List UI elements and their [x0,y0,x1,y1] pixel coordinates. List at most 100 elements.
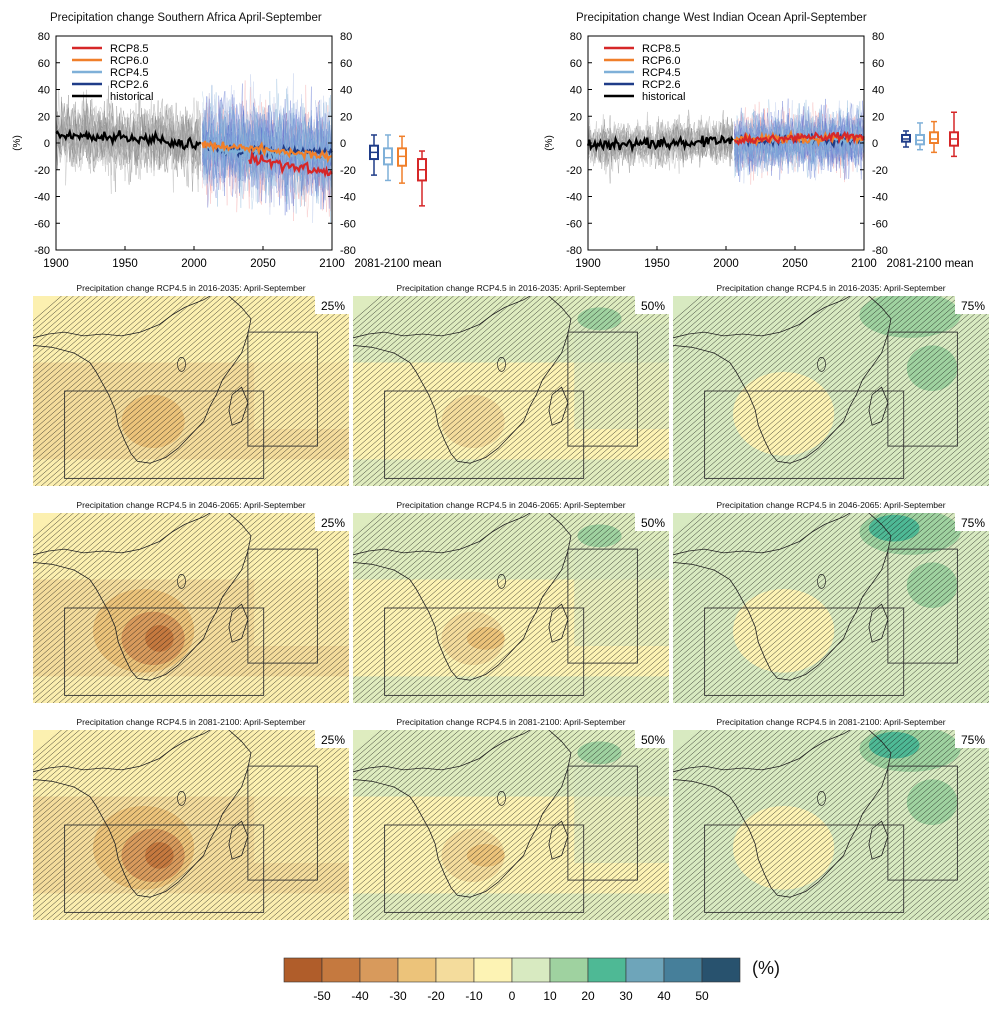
hatch-line [836,783,994,921]
legend-label: historical [110,91,153,103]
hatch-line [824,555,994,704]
map-ocean-band [574,541,669,646]
hatch-line [944,877,994,921]
percentile-label: 75% [961,516,985,530]
hatch-line [0,729,152,863]
map-title: Precipitation change RCP4.5 in 2081-2100… [716,717,946,727]
y-tick-label-right: 60 [340,58,352,70]
wet-region [906,562,958,608]
percentile-label-bg [635,296,669,314]
hatch-line [800,751,994,921]
colorbar-swatch [587,957,627,983]
region-box-southern-africa [704,607,905,696]
hatch-line [0,295,158,434]
colorbar-tick-label: 20 [581,989,595,1003]
percentile-label-bg [315,730,349,748]
madagascar-outline [228,386,249,426]
x-tick-label: 1950 [644,258,670,270]
y-tick-label: 80 [38,31,50,43]
colorbar-tick-label: 10 [543,989,557,1003]
scenario-member-line [734,103,865,178]
hatch-line [902,840,994,921]
hatch-line [0,295,92,376]
hatch-line [0,729,80,800]
hatch-line [794,746,994,921]
map-field: 25% [0,295,752,487]
coastline-north [32,729,211,773]
map-panel: 25% [0,729,752,921]
hatch-line [0,729,146,857]
colorbar-swatch [625,957,665,983]
hatch-line [914,633,994,704]
hatch-line [932,649,994,704]
hatch-line [950,665,994,704]
hatch-line [0,295,170,444]
y-tick-label: -60 [566,218,582,230]
hatch-line [848,576,994,704]
lake-outline [177,791,186,806]
y-tick-label-right: 80 [872,31,884,43]
coastline [672,295,892,464]
hatch-line [944,443,994,487]
hatch-line [902,406,994,487]
map-title: Precipitation change RCP4.5 in 2016-2035… [76,283,306,293]
map-title: Precipitation change RCP4.5 in 2081-2100… [396,717,626,727]
hatch-line [950,448,994,487]
colorbar-swatch [549,957,589,983]
y-tick-label-right: 0 [340,138,346,150]
legend-label: RCP2.6 [642,79,681,91]
hatch-line [926,644,994,704]
hatch-line [0,729,92,810]
hatch-line [944,660,994,704]
scenario-member-line [202,85,333,207]
hatch-line [818,333,994,487]
hatch-line [0,729,98,816]
legend-label: RCP4.5 [110,67,149,79]
map-field: 25% [0,512,752,704]
region-box-west-indian-ocean [887,331,958,447]
hatch-line [842,571,994,704]
region-box-southern-africa [704,824,905,913]
hatch-line [872,380,994,487]
hatch-line [812,545,994,704]
hatch-line [474,512,694,704]
hatch-line [0,295,152,429]
legend-label: RCP4.5 [642,67,681,79]
coastline [352,295,572,464]
map-title: Precipitation change RCP4.5 in 2046-2065… [76,500,306,510]
colorbar-tick-label: -20 [427,989,445,1003]
percentile-label: 50% [641,733,665,747]
colorbar-unit: (%) [752,958,780,978]
coastline-north [352,729,531,773]
y-tick-label: 60 [570,58,582,70]
hatch-line [0,512,98,599]
historical-member-line [587,115,734,168]
y-tick-label: -40 [34,192,50,204]
hatch-line [480,729,700,921]
y-tick-label: 40 [38,85,50,97]
colorbar-swatch [663,957,703,983]
colorbar-tick-label: -50 [313,989,331,1003]
box-body-rcp60 [929,131,939,145]
y-tick-label-right: 20 [340,111,352,123]
hatch-line [0,729,86,805]
y-tick-label-right: 0 [872,138,878,150]
hatch-line [914,416,994,487]
percentile-label: 25% [321,299,345,313]
colorbar-swatch [511,957,551,983]
dry-core [761,828,825,882]
colorbar-tick-label: 50 [695,989,709,1003]
wet-region [906,345,958,391]
y-tick-label-right: -20 [872,165,888,177]
colorbar-tick-label: -30 [389,989,407,1003]
hatch-line [878,602,994,704]
colorbar-swatch [435,957,475,983]
coastline-north [352,295,531,339]
colorbar-tick-label: 30 [619,989,633,1003]
y-tick-label-right: 60 [872,58,884,70]
hatch-line [890,613,994,704]
hatch-line [854,364,994,487]
hatch-line [950,882,994,921]
y-tick-label: 80 [570,31,582,43]
coastline [672,512,892,681]
